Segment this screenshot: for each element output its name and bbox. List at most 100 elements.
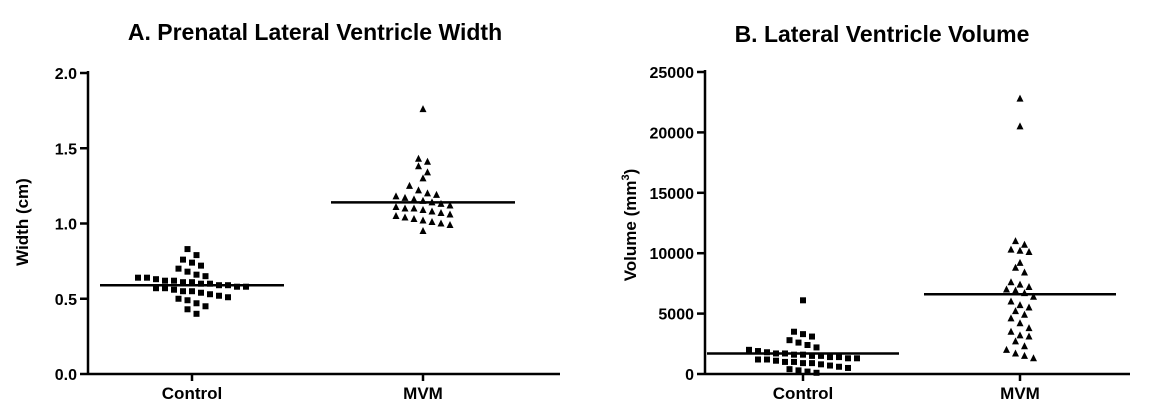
panel-a-point-mvm	[410, 204, 418, 212]
panel-b-point-mvm	[1007, 314, 1015, 322]
panel-a-y-tick-label: 0.5	[55, 292, 77, 309]
panel-a-point-mvm	[410, 195, 418, 203]
panel-a-point-control	[225, 294, 231, 301]
panel-a-point-control	[193, 300, 200, 307]
panel-b-point-mvm	[1025, 247, 1033, 255]
panel-a-point-mvm	[428, 207, 436, 215]
panel-a-point-mvm	[446, 201, 454, 209]
panel-a-marks	[100, 105, 515, 317]
panel-a-point-control	[193, 271, 200, 278]
panel-b-point-control	[804, 342, 811, 349]
panel-a-y-tick-label: 0.0	[55, 367, 77, 384]
panel-b-y-tick-label: 0	[685, 367, 694, 384]
panel-b-point-control	[800, 360, 806, 367]
panel-b-point-control	[755, 348, 761, 355]
panel-b-point-control	[795, 367, 802, 374]
panel-a-point-mvm	[419, 227, 427, 235]
panel-a-point-mvm	[401, 213, 409, 221]
panel-b-y-tick-label: 25000	[650, 65, 695, 82]
panel-a-point-control	[162, 285, 168, 292]
panel-b-y-tick-label: 10000	[650, 246, 695, 263]
panel-a-point-mvm	[406, 181, 413, 189]
panel-a-point-control	[207, 291, 213, 298]
panel-a-y-tick-label: 1.0	[55, 217, 77, 234]
panel-a-point-mvm	[419, 205, 427, 213]
panel-b-y-axis-title-superscript: 3	[620, 174, 632, 180]
panel-b-point-control	[818, 361, 824, 368]
panel-a-point-mvm	[401, 193, 409, 201]
panel-b-axes: 0 5000 10000 15000 20000 25000 Control MVM	[650, 65, 1130, 403]
panel-b-point-mvm	[1007, 327, 1015, 335]
panel-a-point-mvm	[437, 208, 445, 216]
panel-b-point-mvm	[1007, 278, 1015, 286]
panel-b-point-mvm	[1030, 354, 1037, 362]
panel-a-point-control	[198, 289, 204, 296]
panel-b-volume-chart: B. Lateral Ventricle Volume Volume (mm3)…	[620, 21, 1130, 403]
panel-b-y-axis-title-main: Volume (mm	[621, 181, 640, 282]
panel-a-x-tick-label: MVM	[403, 384, 443, 403]
panel-a-point-mvm	[401, 204, 409, 212]
panel-b-marks	[707, 94, 1116, 376]
panel-a-point-control	[193, 252, 200, 259]
panel-b-x-tick-label: Control	[773, 384, 833, 403]
panel-a-point-control	[189, 288, 195, 295]
panel-b-point-control	[813, 344, 820, 351]
panel-a-point-mvm	[419, 216, 427, 224]
panel-b-point-control	[809, 360, 815, 367]
panel-a-point-mvm	[433, 190, 440, 198]
panel-a-point-control	[243, 283, 249, 290]
panel-a-y-tick-label: 1.5	[55, 141, 77, 158]
panel-b-point-mvm	[1021, 240, 1028, 248]
panel-b-point-mvm	[1003, 345, 1010, 353]
panel-a-x-tick-label: Control	[162, 384, 222, 403]
panel-b-x-tick-label: MVM	[1000, 384, 1040, 403]
panel-b-y-tick-label: 15000	[650, 186, 695, 203]
panel-a-point-control	[175, 295, 182, 302]
panel-b-point-mvm	[1007, 245, 1015, 253]
panel-b-point-control	[773, 357, 779, 364]
panel-b-y-axis-title: Volume (mm3)	[620, 169, 640, 282]
panel-b-point-control	[786, 366, 793, 373]
panel-a-point-control	[175, 265, 182, 272]
panel-b-point-control	[854, 355, 860, 362]
panel-a-point-mvm	[424, 189, 431, 197]
panel-b-point-mvm	[1021, 342, 1028, 350]
panel-b-point-control	[791, 328, 797, 335]
panel-a-point-control	[144, 274, 150, 281]
panel-b-point-mvm	[1025, 283, 1033, 291]
panel-b-point-mvm	[1012, 337, 1019, 345]
panel-a-point-control	[184, 297, 191, 304]
panel-b-point-mvm	[1025, 324, 1033, 332]
panel-a-point-mvm	[410, 214, 418, 222]
panel-b-point-control	[809, 352, 815, 359]
panel-b-point-mvm	[1003, 285, 1010, 293]
panel-a-point-control	[189, 279, 195, 286]
panel-a-point-mvm	[446, 221, 454, 229]
panel-a-point-control	[184, 246, 191, 253]
panel-b-point-control	[786, 337, 793, 344]
panel-a-point-control	[202, 273, 209, 280]
panel-a-point-mvm	[392, 192, 400, 200]
panel-b-point-control	[746, 346, 752, 353]
panel-a-point-control	[193, 310, 200, 317]
panel-a-point-mvm	[437, 219, 445, 227]
panel-b-point-control	[818, 352, 824, 359]
panel-b-y-tick-label: 5000	[658, 307, 694, 324]
panel-a-point-control	[198, 262, 204, 269]
panel-b-title: B. Lateral Ventricle Volume	[735, 21, 1030, 47]
panel-b-point-mvm	[1012, 307, 1019, 315]
panel-a-point-mvm	[415, 154, 422, 162]
panel-b-point-mvm	[1016, 301, 1024, 309]
panel-b-point-mvm	[1025, 303, 1033, 311]
panel-b-point-control	[836, 354, 842, 361]
panel-a-point-control	[153, 276, 159, 283]
panel-a-point-control	[180, 279, 186, 286]
panel-b-point-mvm	[1012, 286, 1019, 294]
panel-a-point-control	[216, 292, 222, 299]
panel-a-point-control	[184, 306, 191, 313]
panel-a-point-control	[135, 274, 141, 281]
panel-b-point-mvm	[1016, 122, 1024, 130]
panel-b-point-control	[827, 362, 833, 369]
panel-b-point-control	[845, 355, 851, 362]
